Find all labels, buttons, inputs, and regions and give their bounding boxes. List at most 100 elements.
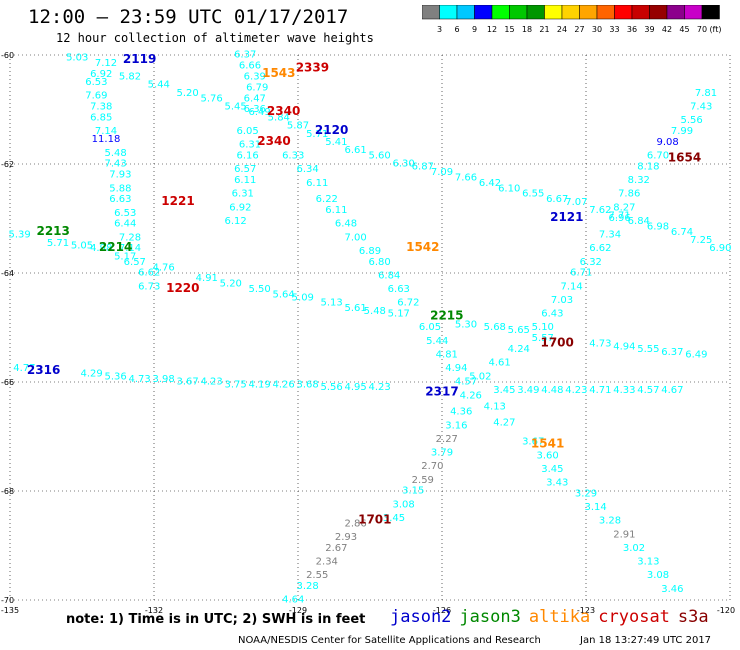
swh-value: 5.88 [109,183,131,194]
swh-value: 3.67 [176,377,198,388]
swh-value: 8.18 [637,161,659,172]
pass-time-label: 2317 [425,385,458,399]
swh-value: 6.98 [647,221,669,232]
swh-value: 7.34 [599,230,621,241]
legend-bin-label: 42 [662,25,672,34]
swh-value: 6.43 [541,309,563,320]
swh-value: 11.18 [92,134,121,145]
legend-unit: (ft) [709,25,721,34]
legend-swatch [526,5,545,20]
swh-value: 4.57 [455,377,477,388]
swh-value: 6.36 [244,104,266,115]
swh-value: 6.44 [114,219,136,230]
swh-value: 3.43 [546,478,568,489]
pass-time-label: 1654 [668,150,701,164]
swh-value: 4.73 [128,374,150,385]
lat-tick-label: -60 [1,51,14,60]
lat-tick-label: -64 [1,269,14,278]
swh-value: 4.57 [637,385,659,396]
swh-value: 6.53 [85,77,107,88]
swh-value: 5.48 [364,306,386,317]
swh-value: 3.45 [493,385,515,396]
lat-lon-grid [9,54,731,601]
swh-value: 5.05 [71,240,93,251]
swh-value: 3.02 [623,543,645,554]
swh-value: 6.22 [316,194,338,205]
swh-value: 4.76 [152,262,174,273]
swh-value: 7.14 [95,126,117,137]
swh-value: 5.03 [66,52,88,63]
swh-value: 4.94 [445,363,467,374]
swh-value: 5.76 [200,93,222,104]
swh-value: 4.61 [488,358,510,369]
swh-value: 6.85 [90,112,112,123]
swh-value: 4.98 [90,243,112,254]
swh-value: 4.81 [436,349,458,360]
legend-swatch [561,5,580,20]
swh-value: 7.43 [104,159,126,170]
generated-timestamp: Jan 18 13:27:49 UTC 2017 [580,635,712,646]
swh-value: 5.84 [268,112,290,123]
swh-value: 7.38 [90,102,112,113]
swh-value: 5.39 [8,230,30,241]
swh-value: 6.39 [244,72,266,83]
swh-value: 4.23 [368,382,390,393]
swh-value: 6.62 [138,268,160,279]
swh-value: 6.49 [248,107,270,118]
swh-value: 3.67 [522,437,544,448]
lat-tick-label: -70 [1,596,14,605]
swh-value: 5.30 [455,320,477,331]
swh-value: 6.84 [378,270,400,281]
color-legend: 3 6 9 12 15 18 21 24 27 30 33 36 39 42 45 70 (ft) [422,5,722,34]
swh-value: 5.41 [325,137,347,148]
mission-legend: jason2 jason3 altika cryosat s3a [390,607,717,627]
swh-value: 6.67 [546,194,568,205]
swh-value: 5.09 [292,292,314,303]
pass-time-label: 1543 [262,66,295,80]
legend-bin-label: 36 [627,25,637,34]
swh-value: 5.17 [114,251,136,262]
swh-value: 5.64 [272,290,294,301]
pass-time-label: 2339 [296,60,329,74]
map-title: 12:00 – 23:59 UTC 01/17/2017 [28,6,349,28]
swh-value: 6.70 [647,151,669,162]
swh-value: 6.84 [628,216,650,227]
swh-value: 4.24 [508,344,530,355]
swh-value: 6.31 [239,140,261,151]
swh-value: 4.67 [661,385,683,396]
swh-value: 6.32 [580,257,602,268]
swh-value: 5.82 [119,72,141,83]
swh-value: 7.28 [119,232,141,243]
swh-value: 4.19 [248,379,270,390]
swh-value: 5.45 [224,102,246,113]
pass-time-label: 2215 [430,308,463,322]
swh-value: 6.05 [236,126,258,137]
legend-bin-label: 15 [504,25,514,34]
pass-time-label: 1700 [540,336,573,350]
swh-value: 7.62 [589,205,611,216]
swh-value: 6.42 [479,178,501,189]
lon-tick-label: -126 [433,606,451,615]
swh-value: 2.91 [613,529,635,540]
swh-value: 6.62 [589,243,611,254]
swh-value: 6.73 [138,281,160,292]
legend-swatch [666,5,685,20]
pass-time-label: 2121 [550,210,583,224]
swh-value: 6.48 [335,219,357,230]
swh-value: 6.11 [234,175,256,186]
swh-value: 5.57 [532,333,554,344]
legend-swatch [422,5,440,20]
swh-value: 4.23 [200,377,222,388]
swh-value: 5.56 [320,382,342,393]
legend-swatch [474,5,493,20]
swh-value: 4.77 [13,363,35,374]
legend-bin-label: 39 [644,25,654,34]
mission-altika: altika [528,607,591,627]
swh-value: 5.68 [484,322,506,333]
swh-value: 6.90 [709,243,731,254]
swh-value: 3.16 [445,420,467,431]
swh-value: 4.91 [196,273,218,284]
swh-value: 4.48 [541,385,563,396]
swh-value: 7.43 [690,102,712,113]
swh-value: 2.34 [316,557,338,568]
